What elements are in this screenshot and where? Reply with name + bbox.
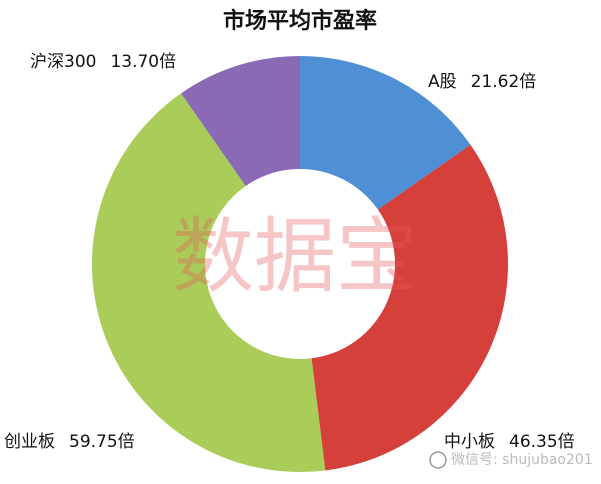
segment-label: 创业板 59.75倍 [4,432,135,452]
donut-segment [311,144,509,471]
category-label: 创业板 [4,432,55,452]
segment-label: 沪深300 13.70倍 [30,52,176,72]
segment-label: 中小板 46.35倍 [444,432,575,452]
value-label: 21.62倍 [471,72,537,92]
donut-segment [92,93,326,472]
watermark: 数据宝 [172,209,418,304]
donut-segment [181,56,300,187]
wechat-icon [429,451,447,469]
value-label: 46.35倍 [509,432,575,452]
category-label: A股 [428,72,457,92]
segment-label: A股 21.62倍 [428,72,536,92]
value-label: 13.70倍 [110,52,176,72]
category-label: 沪深300 [30,52,96,72]
footer: 微信号: shujubao201 [451,452,593,468]
value-label: 59.75倍 [69,432,135,452]
chart-title: 市场平均市盈率 [223,8,377,34]
category-label: 中小板 [444,432,495,452]
donut-segment [300,56,471,210]
